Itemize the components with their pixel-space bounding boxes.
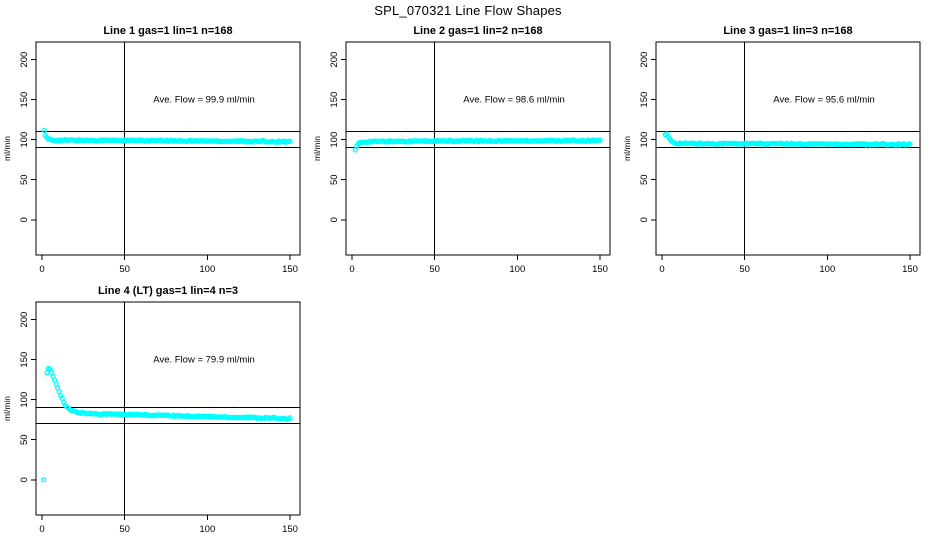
x-tick-label: 0 bbox=[39, 524, 44, 535]
y-tick-label: 150 bbox=[19, 92, 30, 108]
panel-line-3: 0 50 100 150 0 50 100 150 200 ml/min Line 3 gas=1 … bbox=[622, 25, 921, 275]
y-tick-label: 0 bbox=[329, 217, 340, 222]
y-tick-label: 50 bbox=[19, 434, 30, 445]
panel-title: Line 4 (LT) gas=1 lin=4 n=3 bbox=[98, 285, 238, 297]
data-point bbox=[44, 370, 50, 376]
plot-box bbox=[655, 41, 921, 256]
y-axis-label: ml/min bbox=[622, 136, 632, 161]
main-title: SPL_070321 Line Flow Shapes bbox=[374, 3, 562, 18]
x-tick-label: 100 bbox=[199, 524, 215, 535]
data-point bbox=[41, 127, 48, 134]
panel-title: Line 2 gas=1 lin=2 n=168 bbox=[413, 25, 542, 37]
x-tick-label: 100 bbox=[819, 264, 835, 275]
y-tick-label: 150 bbox=[639, 92, 650, 108]
avg-flow-annotation: Ave. Flow = 95.6 ml/min bbox=[773, 95, 874, 106]
x-tick-label: 50 bbox=[119, 524, 130, 535]
panel-title: Line 3 gas=1 lin=3 n=168 bbox=[723, 25, 852, 37]
x-tick-label: 0 bbox=[349, 264, 354, 275]
x-tick-label: 0 bbox=[659, 264, 664, 275]
plot-box bbox=[35, 41, 301, 256]
y-tick-label: 100 bbox=[329, 132, 340, 148]
x-tick-label: 150 bbox=[282, 264, 298, 275]
data-point bbox=[41, 477, 47, 483]
y-tick-label: 200 bbox=[639, 52, 650, 68]
y-tick-label: 50 bbox=[329, 174, 340, 185]
panel-line-1: 0 50 100 150 0 50 100 150 200 ml/min Line 1 gas=1 … bbox=[2, 25, 301, 275]
plot-box bbox=[345, 41, 611, 256]
panel-line-2: 0 50 100 150 0 50 100 150 200 ml/min Line 2 gas=1 … bbox=[312, 25, 611, 275]
x-tick-label: 100 bbox=[509, 264, 525, 275]
y-tick-label: 100 bbox=[639, 132, 650, 148]
avg-flow-annotation: Ave. Flow = 79.9 ml/min bbox=[153, 355, 254, 366]
data-point bbox=[907, 141, 913, 147]
data-point bbox=[59, 395, 65, 401]
y-axis-label: ml/min bbox=[312, 136, 322, 161]
y-tick-label: 0 bbox=[19, 477, 30, 482]
plot-box bbox=[35, 301, 301, 516]
x-tick-label: 50 bbox=[739, 264, 750, 275]
y-tick-label: 50 bbox=[19, 174, 30, 185]
x-tick-label: 50 bbox=[119, 264, 130, 275]
data-series bbox=[352, 137, 603, 153]
data-series bbox=[41, 365, 293, 483]
x-tick-label: 150 bbox=[902, 264, 918, 275]
y-tick-label: 100 bbox=[19, 392, 30, 408]
y-tick-label: 150 bbox=[329, 92, 340, 108]
y-tick-label: 0 bbox=[19, 217, 30, 222]
y-axis-label: ml/min bbox=[2, 136, 12, 161]
y-tick-label: 200 bbox=[329, 52, 340, 68]
y-tick-label: 0 bbox=[639, 217, 650, 222]
data-point bbox=[597, 137, 603, 143]
x-tick-label: 150 bbox=[592, 264, 608, 275]
y-tick-label: 150 bbox=[19, 352, 30, 368]
data-series bbox=[662, 131, 913, 148]
x-tick-label: 150 bbox=[282, 524, 298, 535]
y-tick-label: 200 bbox=[19, 312, 30, 328]
x-tick-label: 0 bbox=[39, 264, 44, 275]
panel-title: Line 1 gas=1 lin=1 n=168 bbox=[103, 25, 232, 37]
y-tick-label: 100 bbox=[19, 132, 30, 148]
y-axis-label: ml/min bbox=[2, 396, 12, 421]
data-point bbox=[287, 138, 293, 144]
x-tick-label: 100 bbox=[199, 264, 215, 275]
avg-flow-annotation: Ave. Flow = 99.9 ml/min bbox=[153, 95, 254, 106]
x-tick-label: 50 bbox=[429, 264, 440, 275]
panel-line-4: 0 50 100 150 0 50 100 150 200 ml/min Line 4 (LT) g… bbox=[2, 285, 301, 535]
avg-flow-annotation: Ave. Flow = 98.6 ml/min bbox=[463, 95, 564, 106]
data-point bbox=[287, 415, 293, 421]
data-series bbox=[41, 127, 293, 145]
y-tick-label: 200 bbox=[19, 52, 30, 68]
y-tick-label: 50 bbox=[639, 174, 650, 185]
data-point bbox=[48, 369, 55, 375]
